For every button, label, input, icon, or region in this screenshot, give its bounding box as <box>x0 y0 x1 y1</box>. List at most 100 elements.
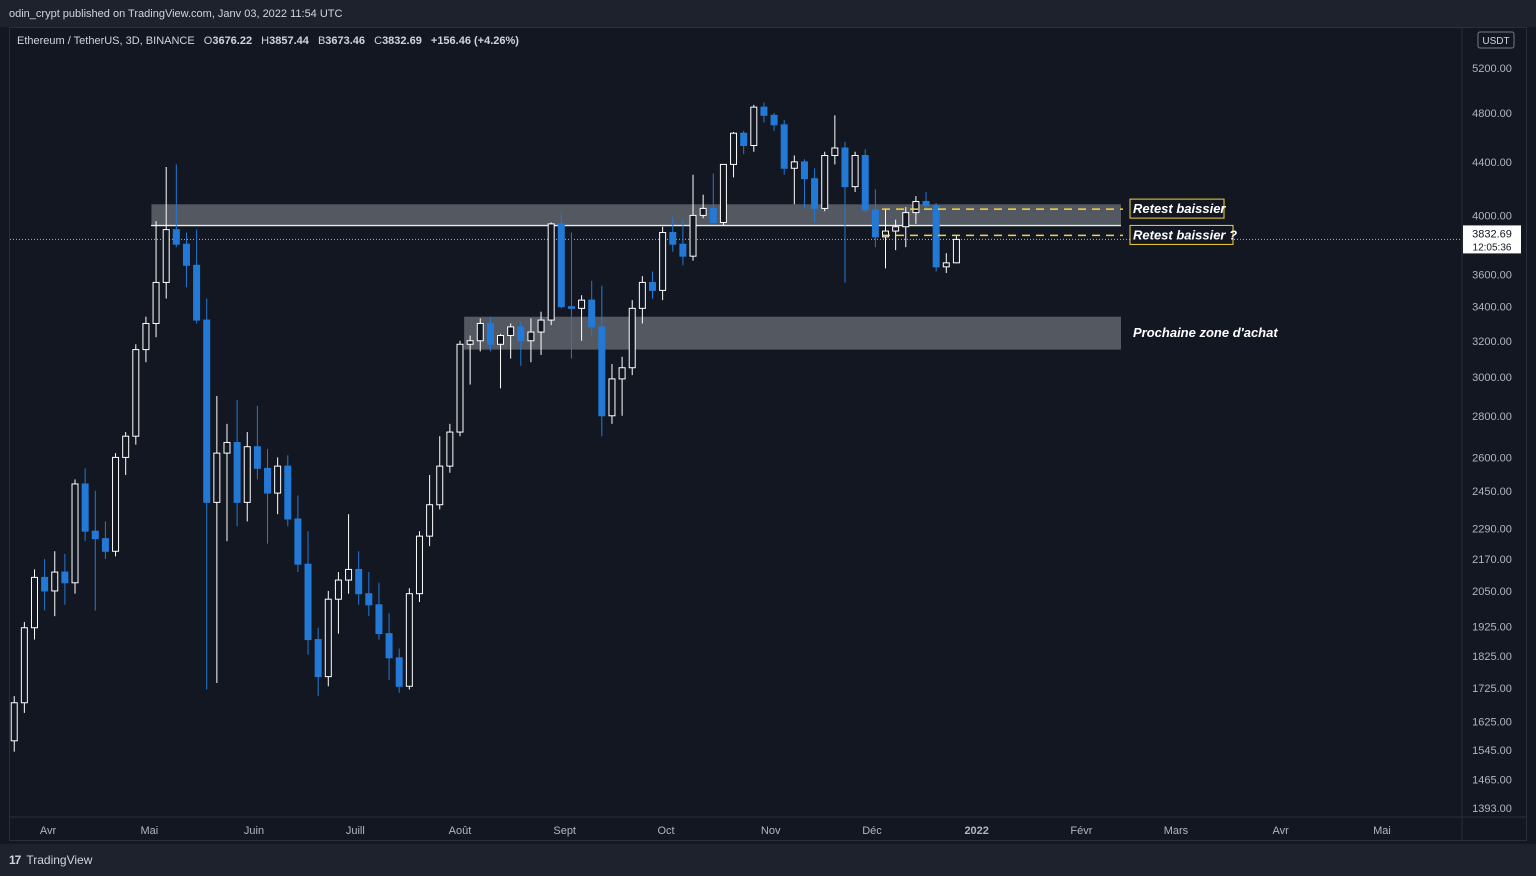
candle[interactable] <box>567 232 575 359</box>
retest-label-1-box[interactable] <box>1129 198 1225 219</box>
candle[interactable] <box>892 219 900 251</box>
candle[interactable] <box>122 432 130 475</box>
candle[interactable] <box>517 321 525 366</box>
candle[interactable] <box>172 164 180 248</box>
candle[interactable] <box>304 531 312 655</box>
candle[interactable] <box>395 648 403 693</box>
candle[interactable] <box>486 316 494 352</box>
candle[interactable] <box>233 399 241 527</box>
candlestick-chart[interactable]: Retest baissier Retest baissier ? Prochain… <box>0 28 1526 840</box>
candle[interactable] <box>598 285 606 437</box>
candle[interactable] <box>41 558 49 611</box>
candle[interactable] <box>30 569 38 640</box>
candle[interactable] <box>628 300 636 376</box>
candle[interactable] <box>578 295 586 341</box>
candle[interactable] <box>679 219 687 266</box>
candle[interactable] <box>193 229 201 324</box>
candle[interactable] <box>334 572 342 634</box>
candle[interactable] <box>841 141 849 283</box>
candle[interactable] <box>264 448 272 544</box>
candle[interactable] <box>253 405 261 480</box>
tradingview-brand[interactable]: TradingView <box>26 853 93 867</box>
candle[interactable] <box>162 166 170 299</box>
candle[interactable] <box>932 202 940 272</box>
candle[interactable] <box>902 207 910 248</box>
candle[interactable] <box>750 104 758 152</box>
candle[interactable] <box>527 318 535 363</box>
resistance-zone[interactable] <box>151 204 1121 227</box>
candle[interactable] <box>638 276 646 324</box>
candle[interactable] <box>284 455 292 527</box>
candle[interactable] <box>821 151 829 212</box>
candle[interactable] <box>669 216 677 252</box>
candle[interactable] <box>223 423 231 542</box>
candle[interactable] <box>618 356 626 416</box>
candle[interactable] <box>375 582 383 640</box>
candle[interactable] <box>81 468 89 542</box>
candle[interactable] <box>648 271 656 299</box>
candle[interactable] <box>942 253 950 274</box>
candle[interactable] <box>10 696 18 752</box>
candle[interactable] <box>709 173 717 223</box>
candle[interactable] <box>243 432 251 522</box>
candle[interactable] <box>882 208 890 269</box>
candle[interactable] <box>142 316 150 363</box>
candle[interactable] <box>345 514 353 594</box>
candle[interactable] <box>537 311 545 355</box>
candle[interactable] <box>213 396 221 684</box>
candle[interactable] <box>405 588 413 690</box>
candle[interactable] <box>608 364 616 424</box>
candle[interactable] <box>203 298 211 690</box>
candle[interactable] <box>385 613 393 680</box>
price-axis[interactable]: 5200.00 4800.00 4400.00 4000.00 3600.00 3400.… <box>1472 63 1512 815</box>
candle[interactable] <box>719 163 727 226</box>
candle[interactable] <box>415 531 423 603</box>
candle[interactable] <box>101 521 109 559</box>
candle[interactable] <box>152 221 160 338</box>
candle[interactable] <box>436 436 444 510</box>
candle[interactable] <box>922 192 930 210</box>
candle[interactable] <box>699 194 707 219</box>
candle[interactable] <box>182 232 190 288</box>
candle[interactable] <box>588 280 596 336</box>
candle[interactable] <box>760 102 768 123</box>
candle[interactable] <box>912 196 920 224</box>
candle[interactable] <box>20 621 28 713</box>
candle[interactable] <box>851 151 859 193</box>
candle[interactable] <box>790 155 798 205</box>
candle[interactable] <box>355 551 363 605</box>
candle[interactable] <box>61 553 69 605</box>
candle[interactable] <box>91 490 99 611</box>
candle[interactable] <box>324 590 332 687</box>
candle[interactable] <box>547 222 555 326</box>
candle[interactable] <box>71 479 79 594</box>
candle[interactable] <box>740 130 748 155</box>
candle[interactable] <box>730 132 738 178</box>
candle[interactable] <box>861 149 869 213</box>
candle[interactable] <box>507 323 515 359</box>
time-axis[interactable]: Avr Mai Juin Juill Août Sept Oct Nov Déc 2022 Févr… <box>40 825 1391 837</box>
candle[interactable] <box>770 112 778 131</box>
candle[interactable] <box>497 333 505 389</box>
candle[interactable] <box>466 335 474 385</box>
currency-box[interactable] <box>1477 31 1515 49</box>
candle[interactable] <box>51 551 59 617</box>
candle[interactable] <box>314 627 322 697</box>
retest-label-2-box[interactable] <box>1129 224 1234 245</box>
candle[interactable] <box>446 423 454 473</box>
candle[interactable] <box>831 115 839 165</box>
candle[interactable] <box>426 474 434 547</box>
tradingview-logo-icon[interactable]: 17 <box>9 853 21 867</box>
candle[interactable] <box>132 344 140 445</box>
buy-zone[interactable] <box>464 316 1122 350</box>
candle[interactable] <box>780 120 788 175</box>
candle[interactable] <box>952 235 960 264</box>
candle[interactable] <box>689 174 697 261</box>
candle[interactable] <box>456 340 464 437</box>
candle[interactable] <box>274 457 282 515</box>
candle[interactable] <box>557 212 565 309</box>
candle[interactable] <box>476 318 484 352</box>
chart-frame[interactable]: Retest baissier Retest baissier ? Prochain… <box>0 27 1527 841</box>
candle[interactable] <box>871 189 879 248</box>
candle[interactable] <box>811 168 819 223</box>
